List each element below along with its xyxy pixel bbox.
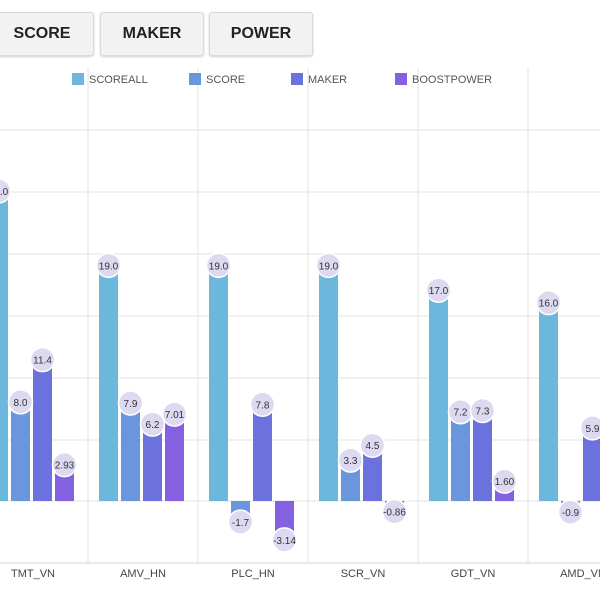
data-label-bubble xyxy=(139,411,166,437)
data-label: 19.0 xyxy=(209,261,229,272)
data-label-bubble xyxy=(205,252,232,279)
grouped-bar-chart: SCOREALL SCORE MAKER BOOSTPOWER 25.0 8.0 11.4 2… xyxy=(0,68,600,580)
data-label-bubble xyxy=(535,289,562,316)
data-label: -3.14 xyxy=(273,536,296,547)
x-tick-label: GDT_VN xyxy=(451,568,496,580)
bar[interactable] xyxy=(33,359,52,501)
x-tick-label: TMT_VN xyxy=(11,568,55,580)
data-label-bubble xyxy=(359,432,386,458)
data-label: 7.01 xyxy=(165,410,185,421)
legend-label: SCORE xyxy=(206,74,245,86)
bar[interactable] xyxy=(0,191,8,501)
data-label: 19.0 xyxy=(319,261,339,272)
data-label: 19.0 xyxy=(99,261,119,272)
data-label-bubble xyxy=(337,447,364,473)
bar[interactable] xyxy=(11,401,30,501)
bar[interactable] xyxy=(539,302,558,501)
bar[interactable] xyxy=(429,290,448,501)
data-label-bubble xyxy=(557,499,584,525)
data-label: 7.9 xyxy=(124,399,138,410)
bar[interactable] xyxy=(143,424,162,501)
data-label: -0.86 xyxy=(383,508,406,519)
data-label: 11.4 xyxy=(33,356,52,367)
legend-label: SCOREALL xyxy=(89,74,148,86)
data-label: 25.0 xyxy=(0,187,9,198)
x-tick-label: AMV_HN xyxy=(120,568,166,580)
data-label: 7.2 xyxy=(454,408,468,419)
data-label-bubble xyxy=(271,527,298,553)
maker-button[interactable]: MAKER xyxy=(100,12,204,56)
data-label: 7.8 xyxy=(256,400,270,411)
data-label-bubble xyxy=(425,277,452,303)
data-label: 4.5 xyxy=(366,441,380,452)
bar[interactable] xyxy=(583,427,600,501)
data-label: -1.7 xyxy=(232,518,250,529)
data-label: 6.2 xyxy=(146,420,160,431)
data-label-bubble xyxy=(51,451,78,478)
data-label-bubble xyxy=(491,468,518,494)
data-label-bubble xyxy=(249,391,276,418)
bar[interactable] xyxy=(363,445,382,501)
data-label-bubble xyxy=(469,397,496,424)
data-label: 1.60 xyxy=(495,477,515,488)
bar[interactable] xyxy=(253,404,272,501)
data-label-bubble xyxy=(29,346,56,373)
data-label: 17.0 xyxy=(429,286,449,297)
x-tick-label: PLC_HN xyxy=(231,568,274,580)
data-label-bubble xyxy=(161,401,188,427)
bar[interactable] xyxy=(121,403,140,501)
x-tick-label: SCR_VN xyxy=(341,568,386,580)
data-label-bubble xyxy=(117,390,144,416)
data-label: 7.3 xyxy=(476,406,490,417)
bar[interactable] xyxy=(99,265,118,501)
data-label-bubble xyxy=(315,252,342,279)
legend-swatch xyxy=(189,73,201,85)
data-label: -0.9 xyxy=(562,508,580,519)
data-label-bubble xyxy=(381,498,408,525)
data-label: 8.0 xyxy=(14,398,28,409)
score-button[interactable]: SCORE xyxy=(0,12,94,56)
bar[interactable] xyxy=(473,410,492,501)
bar[interactable] xyxy=(209,265,228,501)
data-label: 3.3 xyxy=(344,456,358,467)
bar[interactable] xyxy=(165,414,184,501)
data-label-bubble xyxy=(579,415,600,441)
data-label: 5.9 xyxy=(586,424,600,435)
data-label: 2.93 xyxy=(55,461,75,472)
data-label-bubble xyxy=(7,389,34,415)
data-label: 16.0 xyxy=(539,299,559,310)
chart-toolbar: SCORE MAKER POWER xyxy=(0,0,600,68)
bar[interactable] xyxy=(319,265,338,501)
data-label-bubble xyxy=(0,178,12,204)
power-button[interactable]: POWER xyxy=(209,12,313,56)
legend-label: BOOSTPOWER xyxy=(412,74,492,86)
data-label-bubble xyxy=(95,252,122,279)
bar[interactable] xyxy=(451,411,470,501)
x-tick-label: AMD_VN xyxy=(560,568,600,580)
legend-label: MAKER xyxy=(308,74,347,86)
legend-swatch xyxy=(291,73,303,85)
legend-swatch xyxy=(395,73,407,85)
data-label-bubble xyxy=(227,509,254,535)
legend-swatch xyxy=(72,73,84,85)
